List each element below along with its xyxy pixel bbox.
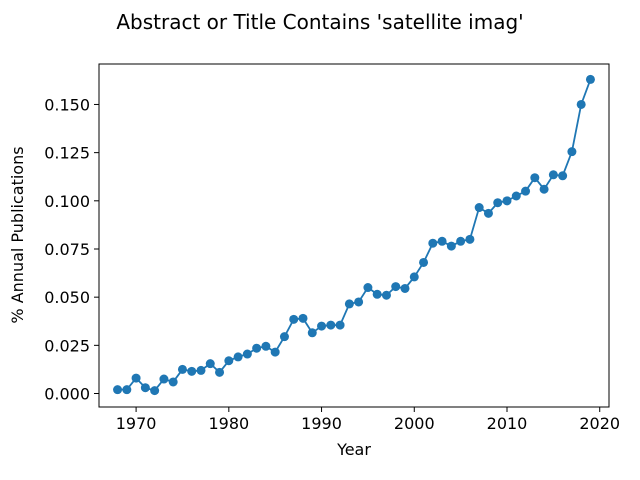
data-point (381, 290, 391, 300)
data-point (113, 385, 123, 395)
data-point (419, 257, 429, 267)
data-point (437, 236, 447, 246)
data-point (363, 283, 373, 293)
series-points (113, 74, 595, 396)
data-point (400, 283, 410, 293)
data-point (279, 332, 289, 342)
data-point (391, 282, 401, 292)
data-point (159, 374, 169, 384)
data-point (131, 373, 141, 383)
data-point (465, 234, 475, 244)
x-tick-label: 2020 (579, 414, 620, 433)
data-point (252, 343, 262, 353)
data-point (502, 196, 512, 206)
data-point (242, 349, 252, 359)
data-point (344, 299, 354, 309)
y-tick-label: 0.050 (44, 288, 90, 307)
x-tick-label: 2000 (394, 414, 435, 433)
data-point (140, 383, 150, 393)
x-tick-label: 1990 (301, 414, 342, 433)
data-point (224, 356, 234, 366)
data-point (567, 147, 577, 157)
y-tick-label: 0.075 (44, 240, 90, 259)
data-point (177, 364, 187, 374)
data-point (205, 359, 215, 369)
data-point (233, 352, 243, 362)
data-point (354, 297, 364, 307)
data-point (493, 198, 503, 208)
data-point (456, 236, 466, 246)
data-point (298, 313, 308, 323)
x-axis: 1970 1980 1990 2000 2010 2020 (116, 407, 620, 433)
y-axis: 0.000 0.025 0.050 0.075 0.100 0.125 0.150 (44, 95, 99, 404)
data-point (539, 184, 549, 194)
data-point (521, 186, 531, 196)
x-tick-label: 1980 (208, 414, 249, 433)
y-tick-label: 0.150 (44, 95, 90, 114)
data-point (483, 208, 493, 218)
y-tick-label: 0.100 (44, 192, 90, 211)
data-point (215, 367, 225, 377)
data-point (428, 238, 438, 248)
data-point (511, 191, 521, 201)
x-tick-label: 1970 (116, 414, 157, 433)
plot-frame (98, 63, 610, 408)
data-point (261, 341, 271, 351)
data-point (317, 321, 327, 331)
y-axis-label: % Annual Publications (8, 146, 27, 323)
y-tick-label: 0.125 (44, 144, 90, 163)
data-point (446, 241, 456, 251)
data-point (122, 385, 132, 395)
x-axis-label: Year (336, 440, 371, 459)
data-point (150, 386, 160, 396)
data-point (530, 173, 540, 183)
y-tick-label: 0.025 (44, 336, 90, 355)
data-point (168, 377, 178, 387)
x-tick-label: 2010 (487, 414, 528, 433)
series-line (117, 79, 592, 392)
chart-title: Abstract or Title Contains 'satellite im… (116, 10, 523, 34)
data-point (196, 365, 206, 375)
data-point (270, 347, 280, 357)
data-point (548, 170, 558, 180)
data-point (326, 320, 336, 330)
data-point (585, 74, 595, 84)
data-point (474, 203, 484, 213)
data-point (576, 99, 586, 109)
data-point (335, 320, 345, 330)
data-point (558, 171, 568, 181)
data-point (307, 328, 317, 338)
data-point (409, 272, 419, 282)
data-point (372, 289, 382, 299)
data-point (187, 366, 197, 376)
data-point (289, 314, 299, 324)
y-tick-label: 0.000 (44, 385, 90, 404)
